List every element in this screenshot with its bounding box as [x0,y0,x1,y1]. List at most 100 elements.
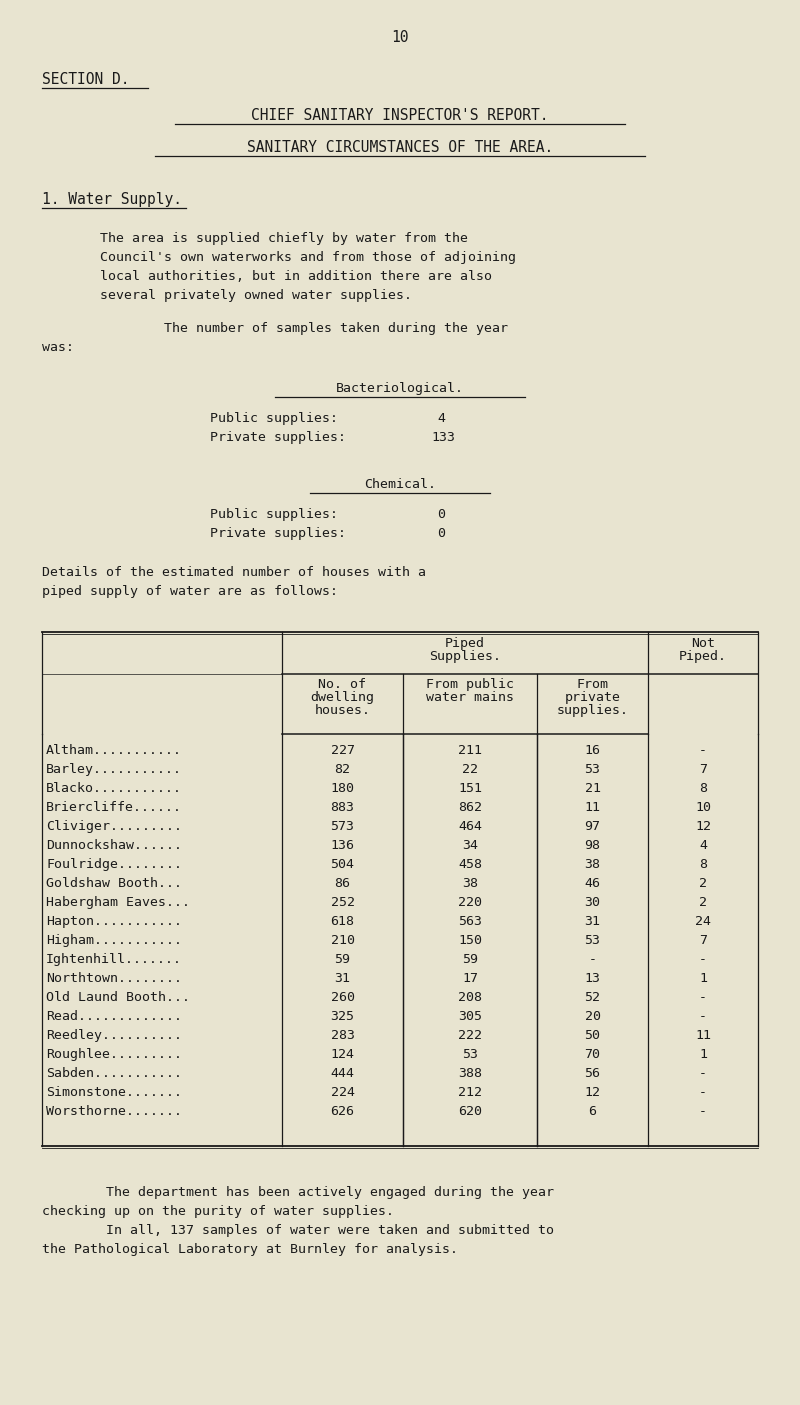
Text: checking up on the purity of water supplies.: checking up on the purity of water suppl… [42,1205,394,1218]
Text: 1: 1 [699,972,707,985]
Text: 59: 59 [462,953,478,967]
Text: 208: 208 [458,991,482,1005]
Text: Reedley..........: Reedley.......... [46,1028,182,1043]
Text: 11: 11 [585,801,601,813]
Text: -: - [699,745,707,757]
Text: 325: 325 [330,1010,354,1023]
Text: 8: 8 [699,783,707,795]
Text: 17: 17 [462,972,478,985]
Text: -: - [699,953,707,967]
Text: 210: 210 [330,934,354,947]
Text: 180: 180 [330,783,354,795]
Text: 224: 224 [330,1086,354,1099]
Text: 82: 82 [334,763,350,776]
Text: 13: 13 [585,972,601,985]
Text: 0: 0 [437,509,445,521]
Text: 16: 16 [585,745,601,757]
Text: 150: 150 [458,934,482,947]
Text: 10: 10 [695,801,711,813]
Text: 53: 53 [585,763,601,776]
Text: 305: 305 [458,1010,482,1023]
Text: supplies.: supplies. [557,704,629,717]
Text: 12: 12 [695,821,711,833]
Text: 283: 283 [330,1028,354,1043]
Text: The number of samples taken during the year: The number of samples taken during the y… [100,322,508,334]
Text: 618: 618 [330,915,354,927]
Text: local authorities, but in addition there are also: local authorities, but in addition there… [100,270,492,282]
Text: 252: 252 [330,896,354,909]
Text: Dunnockshaw......: Dunnockshaw...... [46,839,182,851]
Text: houses.: houses. [314,704,370,717]
Text: The area is supplied chiefly by water from the: The area is supplied chiefly by water fr… [100,232,468,244]
Text: 458: 458 [458,858,482,871]
Text: 212: 212 [458,1086,482,1099]
Text: -: - [699,1104,707,1118]
Text: Blacko...........: Blacko........... [46,783,182,795]
Text: 222: 222 [458,1028,482,1043]
Text: Goldshaw Booth...: Goldshaw Booth... [46,877,182,889]
Text: 22: 22 [462,763,478,776]
Text: In all, 137 samples of water were taken and submitted to: In all, 137 samples of water were taken … [42,1224,554,1236]
Text: 136: 136 [330,839,354,851]
Text: Not: Not [691,636,715,651]
Text: 220: 220 [458,896,482,909]
Text: 20: 20 [585,1010,601,1023]
Text: SECTION D.: SECTION D. [42,72,130,87]
Text: Chemical.: Chemical. [364,478,436,490]
Text: 38: 38 [585,858,601,871]
Text: 862: 862 [458,801,482,813]
Text: Hapton...........: Hapton........... [46,915,182,927]
Text: 151: 151 [458,783,482,795]
Text: 4: 4 [699,839,707,851]
Text: 504: 504 [330,858,354,871]
Text: From public: From public [426,679,514,691]
Text: Details of the estimated number of houses with a: Details of the estimated number of house… [42,566,426,579]
Text: 211: 211 [458,745,482,757]
Text: 97: 97 [585,821,601,833]
Text: 2: 2 [699,877,707,889]
Text: 56: 56 [585,1066,601,1080]
Text: 30: 30 [585,896,601,909]
Text: 53: 53 [462,1048,478,1061]
Text: 8: 8 [699,858,707,871]
Text: several privately owned water supplies.: several privately owned water supplies. [100,289,412,302]
Text: Council's own waterworks and from those of adjoining: Council's own waterworks and from those … [100,251,516,264]
Text: Piped: Piped [445,636,485,651]
Text: 59: 59 [334,953,350,967]
Text: Private supplies:: Private supplies: [210,431,346,444]
Text: 260: 260 [330,991,354,1005]
Text: Briercliffe......: Briercliffe...... [46,801,182,813]
Text: No. of: No. of [318,679,366,691]
Text: 53: 53 [585,934,601,947]
Text: Read.............: Read............. [46,1010,182,1023]
Text: Roughlee.........: Roughlee......... [46,1048,182,1061]
Text: 46: 46 [585,877,601,889]
Text: -: - [699,991,707,1005]
Text: Cliviger.........: Cliviger......... [46,821,182,833]
Text: 34: 34 [462,839,478,851]
Text: 133: 133 [431,431,455,444]
Text: Private supplies:: Private supplies: [210,527,346,540]
Text: Higham...........: Higham........... [46,934,182,947]
Text: Bacteriological.: Bacteriological. [336,382,464,395]
Text: 227: 227 [330,745,354,757]
Text: 98: 98 [585,839,601,851]
Text: 464: 464 [458,821,482,833]
Text: Old Laund Booth...: Old Laund Booth... [46,991,190,1005]
Text: 70: 70 [585,1048,601,1061]
Text: Northtown........: Northtown........ [46,972,182,985]
Text: Piped.: Piped. [679,651,727,663]
Text: Public supplies:: Public supplies: [210,412,338,424]
Text: -: - [699,1010,707,1023]
Text: The department has been actively engaged during the year: The department has been actively engaged… [42,1186,554,1198]
Text: water mains: water mains [426,691,514,704]
Text: 388: 388 [458,1066,482,1080]
Text: 50: 50 [585,1028,601,1043]
Text: 24: 24 [695,915,711,927]
Text: Foulridge........: Foulridge........ [46,858,182,871]
Text: 620: 620 [458,1104,482,1118]
Text: -: - [699,1066,707,1080]
Text: 31: 31 [585,915,601,927]
Text: 10: 10 [391,30,409,45]
Text: 883: 883 [330,801,354,813]
